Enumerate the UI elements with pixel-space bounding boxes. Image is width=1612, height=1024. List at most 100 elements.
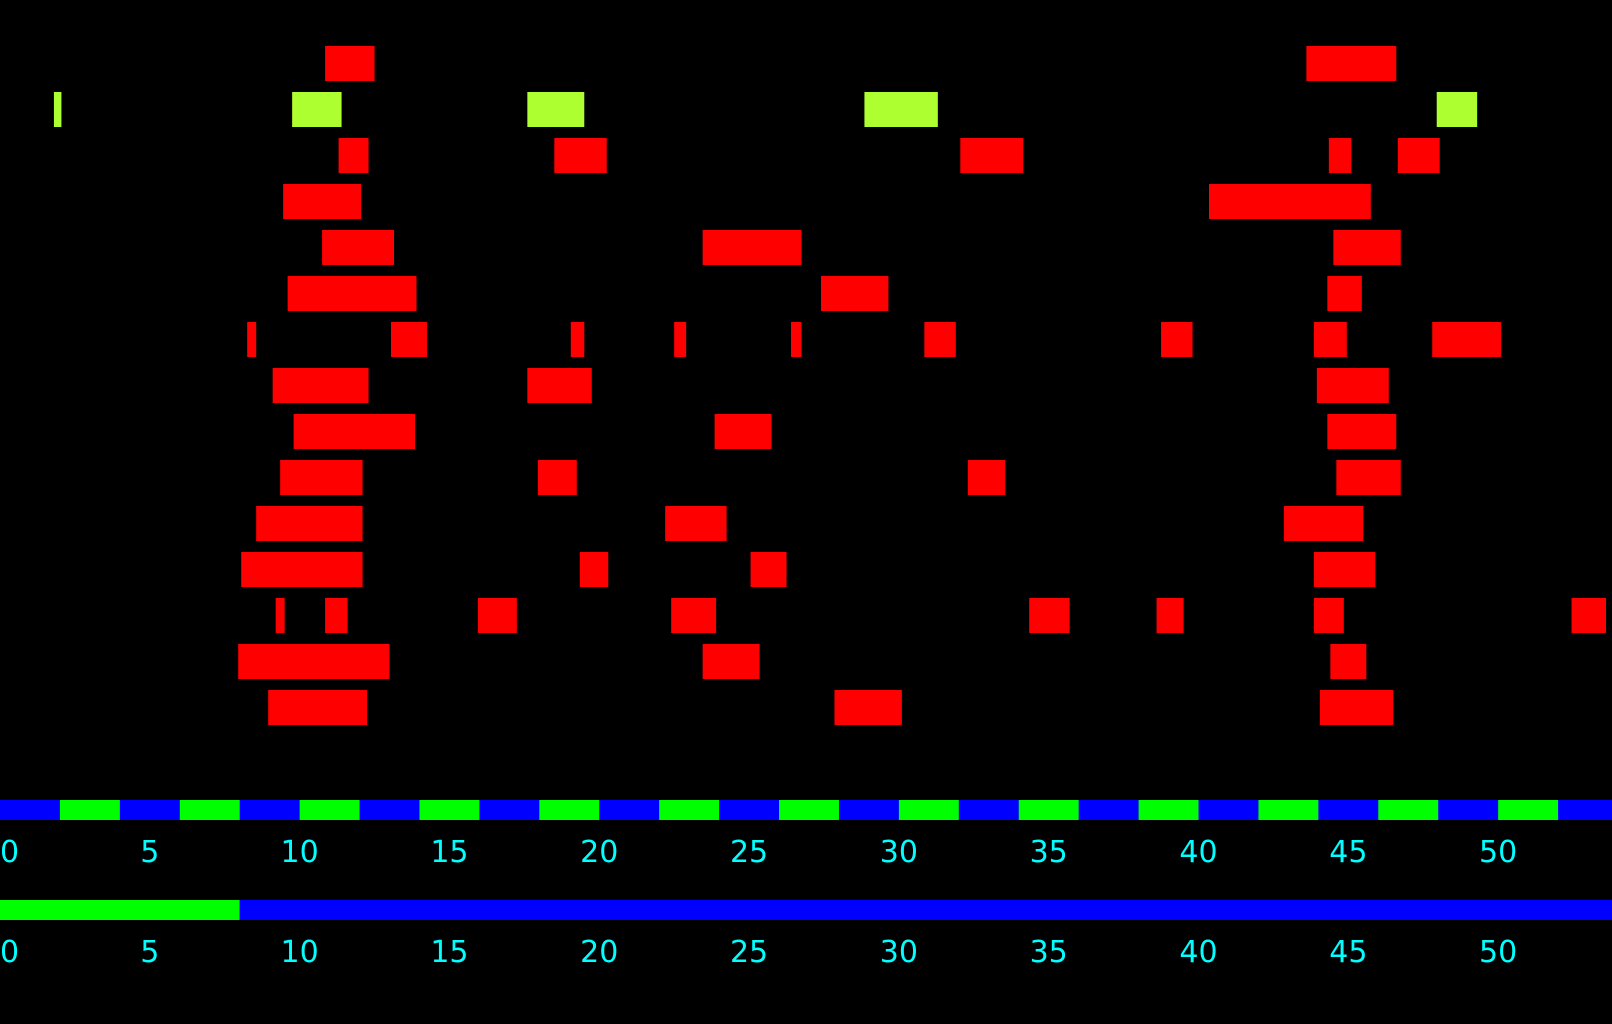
event-bar (1571, 598, 1607, 633)
event-bar (1313, 598, 1344, 633)
tick-label: 15 (430, 935, 468, 970)
event-bar (53, 92, 62, 127)
scale-remaining (239, 900, 1612, 920)
tick-label: 50 (1479, 935, 1517, 970)
scale-segment (898, 800, 960, 820)
event-bar (527, 368, 592, 403)
event-bar (960, 138, 1024, 173)
event-track-8 (272, 368, 1389, 403)
scale-segment (1498, 800, 1559, 820)
event-bar (283, 184, 362, 219)
scale-segment (1378, 800, 1439, 820)
event-bar (791, 322, 802, 357)
scale-segment (599, 800, 660, 820)
event-bar (247, 322, 257, 357)
tick-label: 5 (140, 935, 159, 970)
event-bar (570, 322, 585, 357)
event-bar (665, 506, 727, 541)
event-track-9 (293, 414, 1397, 449)
scale-segment (419, 800, 480, 820)
event-track-5 (322, 230, 1401, 265)
scale-segment (0, 800, 61, 820)
event-bar (967, 460, 1006, 495)
event-bar (1319, 690, 1394, 725)
scale-progress-fill (0, 900, 240, 920)
event-bar (1327, 276, 1362, 311)
tick-label: 10 (281, 835, 319, 870)
event-bar (924, 322, 956, 357)
event-bar (256, 506, 363, 541)
event-bar (477, 598, 517, 633)
event-track-11 (256, 506, 1364, 541)
tick-label: 25 (730, 935, 768, 970)
event-track-1 (325, 46, 1397, 81)
scale-segment (299, 800, 361, 820)
event-track-12 (241, 552, 1376, 587)
event-bar (1333, 230, 1401, 265)
event-bar (338, 138, 369, 173)
event-track-13 (275, 598, 1607, 633)
tick-label: 15 (430, 835, 468, 870)
event-bar (1330, 644, 1367, 679)
tick-label: 45 (1329, 835, 1367, 870)
event-bar (268, 690, 368, 725)
event-track-15 (268, 690, 1394, 725)
event-bar (1161, 322, 1193, 357)
event-bar (238, 644, 390, 679)
scale-segment (239, 800, 301, 820)
tick-label: 35 (1030, 835, 1068, 870)
tick-label: 40 (1179, 935, 1217, 970)
event-bar (671, 598, 717, 633)
scale-segment (1138, 800, 1200, 820)
event-bar (750, 552, 787, 587)
tick-label: 40 (1179, 835, 1217, 870)
event-bar (1432, 322, 1502, 357)
tick-label: 50 (1479, 835, 1517, 870)
scale-segment (779, 800, 840, 820)
event-bar (1336, 460, 1401, 495)
event-bar (1316, 368, 1389, 403)
event-bar (241, 552, 363, 587)
event-bar (1156, 598, 1184, 633)
event-bar (554, 138, 607, 173)
event-bar (322, 230, 395, 265)
event-bar (280, 460, 363, 495)
event-bar (537, 460, 577, 495)
tick-label: 20 (580, 935, 618, 970)
event-bar (275, 598, 285, 633)
event-bar (820, 276, 889, 311)
scale-segment (1438, 800, 1499, 820)
time-scale-1: 0 5 10 15 20 25 30 35 40 45 50 (0, 800, 1612, 870)
tick-label: 5 (140, 835, 159, 870)
event-bar (1306, 46, 1397, 81)
event-bar (527, 92, 585, 127)
event-bar (1313, 552, 1376, 587)
event-track-6 (287, 276, 1362, 311)
event-bar (1029, 598, 1070, 633)
tick-label: 0 (0, 835, 19, 870)
event-bar (674, 322, 687, 357)
time-scales: 0 5 10 15 20 25 30 35 40 45 50 0 5 10 15 20 25 30 35 40 45 50 (0, 800, 1612, 970)
event-bar (1209, 184, 1371, 219)
scale-segment (1078, 800, 1140, 820)
event-bar (272, 368, 369, 403)
scale-segment (119, 800, 181, 820)
event-bar (1327, 414, 1397, 449)
event-bar (325, 598, 348, 633)
scale-segment (1258, 800, 1319, 820)
event-bar (864, 92, 938, 127)
event-bar (1328, 138, 1352, 173)
event-bar (391, 322, 427, 357)
scale-segment (659, 800, 720, 820)
scale-segment (359, 800, 420, 820)
time-scale-2: 0 5 10 15 20 25 30 35 40 45 50 (0, 900, 1612, 970)
event-track-2 (53, 92, 1478, 127)
event-bar (714, 414, 772, 449)
event-bar (1313, 322, 1347, 357)
scale-segment (479, 800, 540, 820)
event-bar (325, 46, 375, 81)
scale-segment (59, 800, 121, 820)
scale-segment (1318, 800, 1379, 820)
